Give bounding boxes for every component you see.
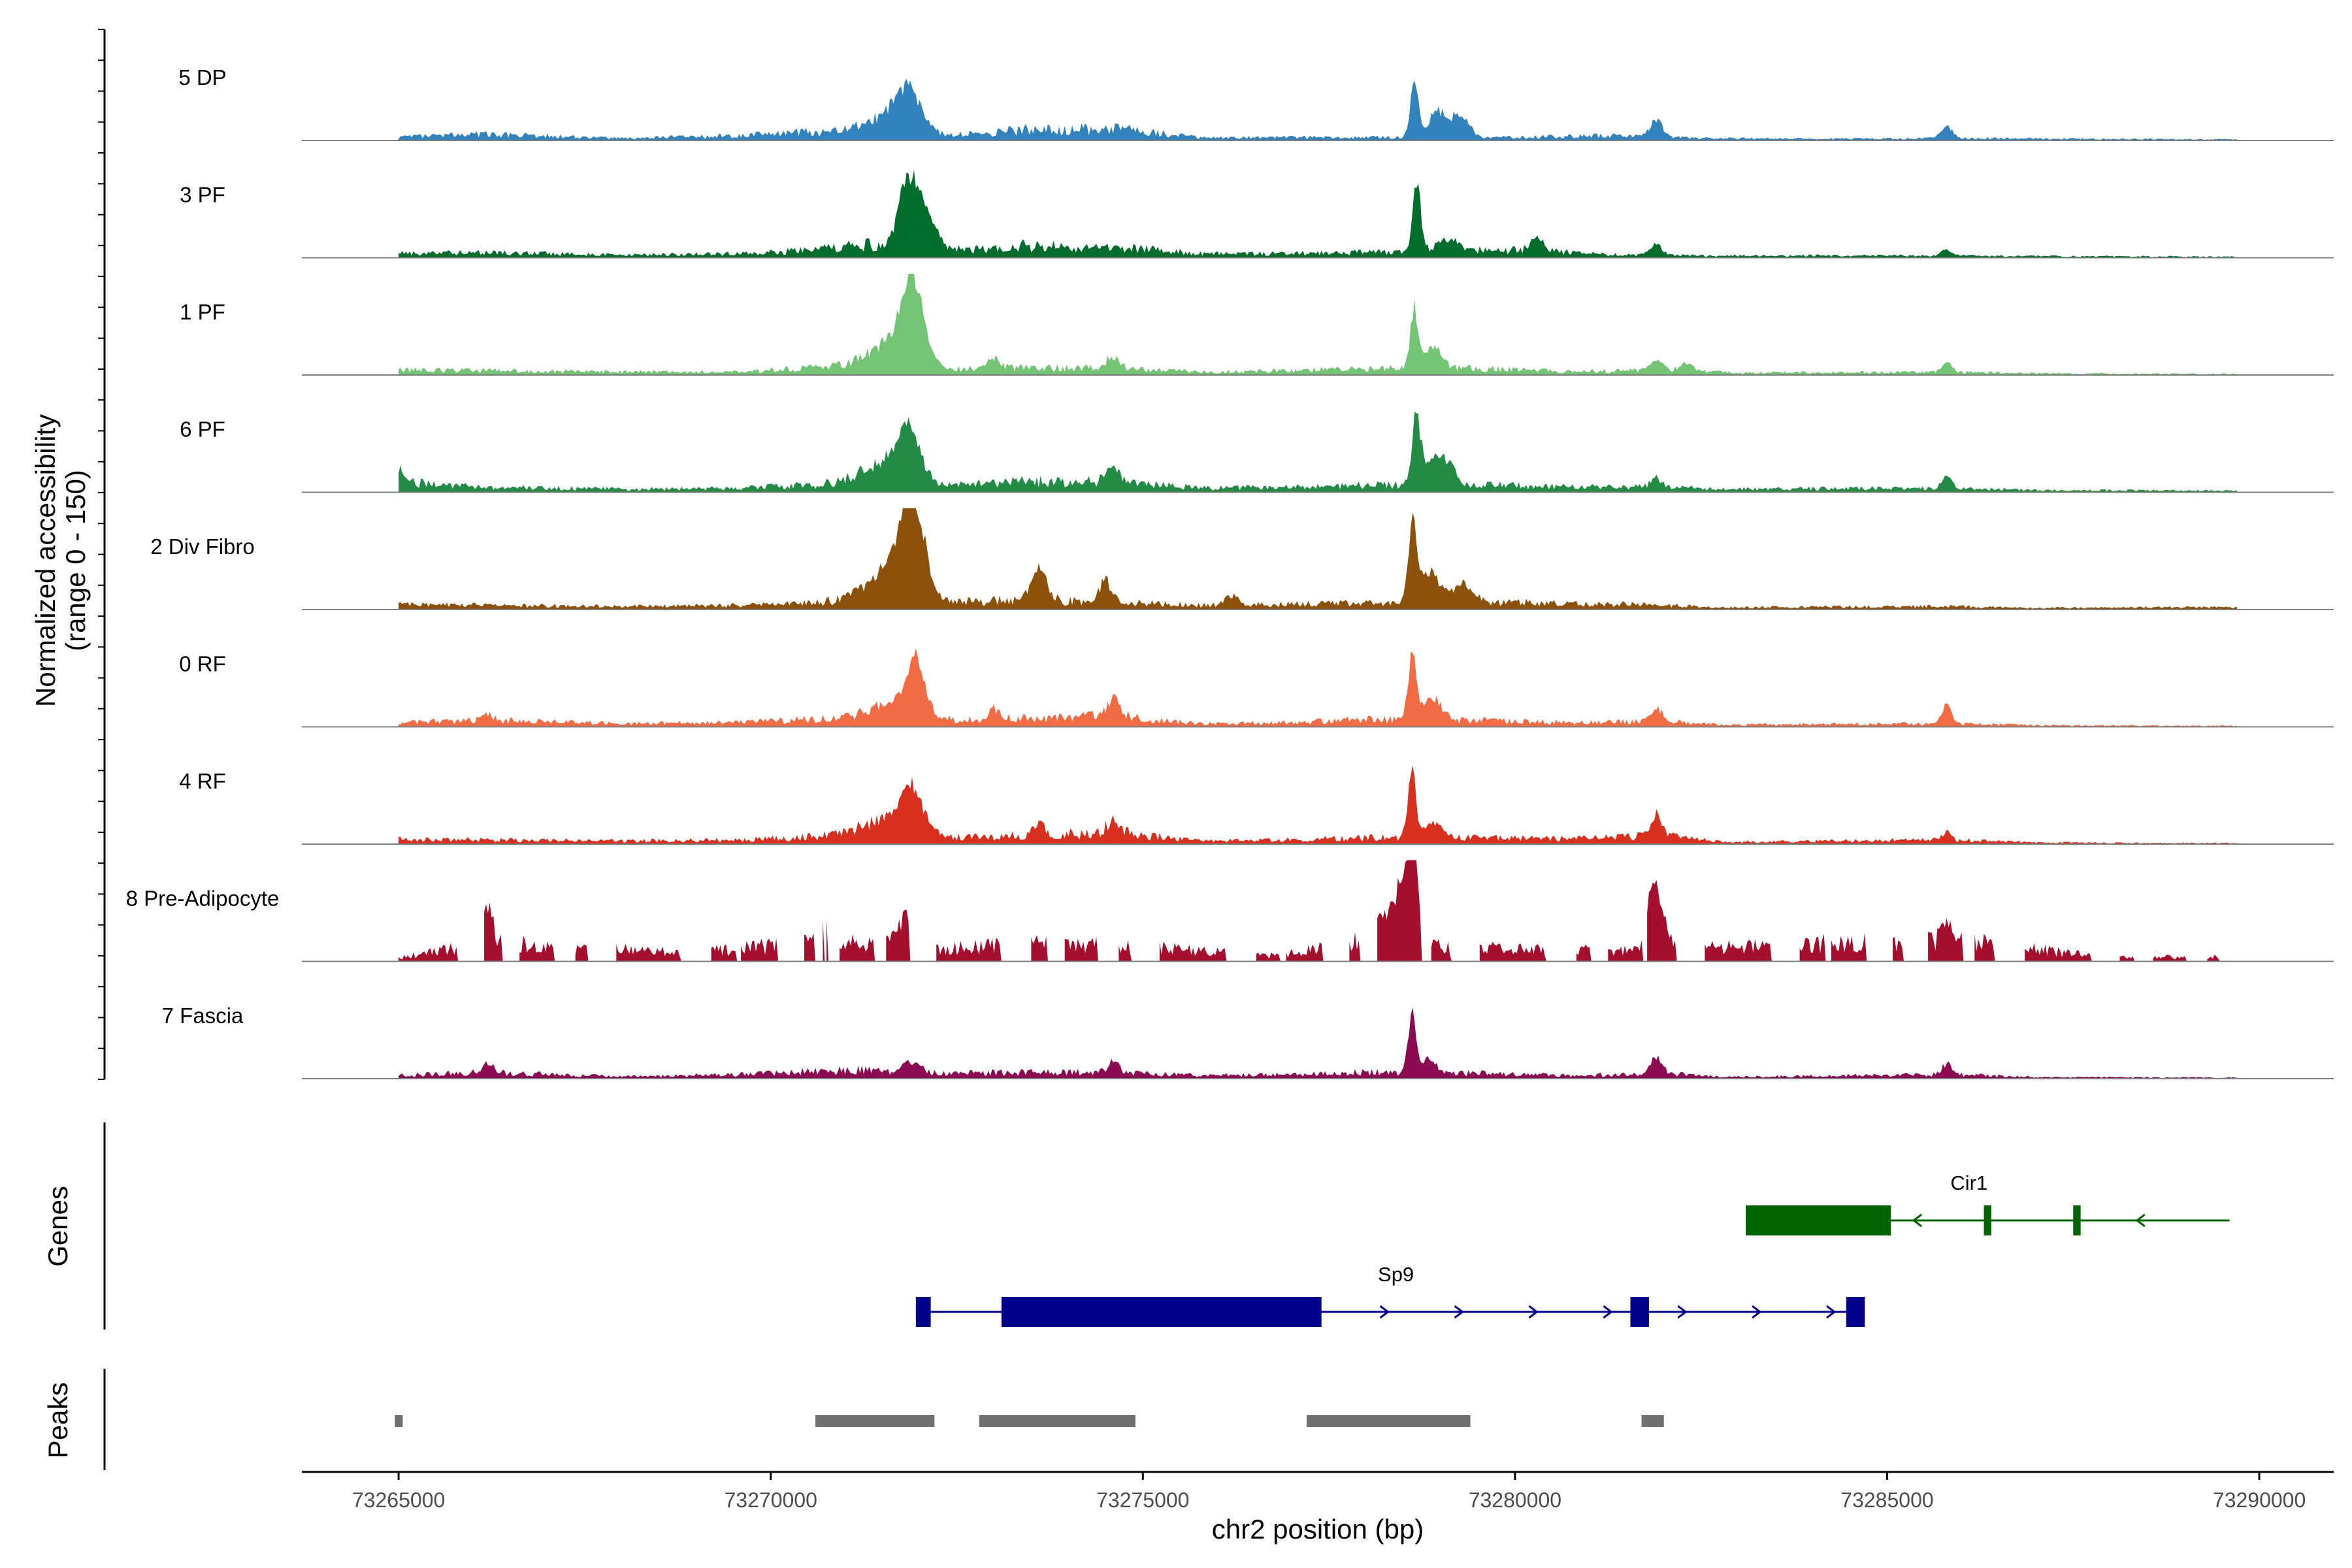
coverage-area-7-fascia: [399, 1007, 2237, 1079]
track-label-6-pf: 6 PF: [180, 417, 225, 442]
track-7-fascia: 7 Fascia: [162, 1004, 2334, 1079]
coverage-area-6-pf: [399, 412, 2237, 493]
x-tick-label: 73280000: [1469, 1488, 1561, 1512]
track-label-5-dp: 5 DP: [178, 65, 226, 90]
strand-chevron: [1603, 1305, 1613, 1319]
coverage-area-8-pre-adipocyte: [399, 860, 2221, 962]
x-axis-ticks: 73265000 73270000 73275000 73280000 73285000…: [352, 1472, 2306, 1512]
coverage-area-1-pf: [399, 274, 2237, 375]
peaks-panel-title: Peaks: [42, 1382, 73, 1459]
strand-chevron: [2135, 1213, 2146, 1228]
strand-chevron: [1454, 1305, 1464, 1319]
peaks-panel: Peaks: [42, 1369, 1664, 1470]
track-5-dp: 5 DP: [178, 65, 2334, 141]
strand-chevron: [1912, 1213, 1922, 1228]
x-tick-label: 73285000: [1840, 1488, 1933, 1512]
exon-sp9-4: [1846, 1297, 1865, 1327]
strand-chevron: [1379, 1305, 1390, 1319]
gene-label-cir1: Cir1: [1950, 1171, 1987, 1194]
coverage-area-4-rf: [399, 765, 2237, 844]
y-axis-title-line-1: Normalized accessibility: [30, 414, 61, 707]
track-label-1-pf: 1 PF: [180, 300, 225, 324]
strand-chevron: [1677, 1305, 1688, 1319]
coverage-area-3-pf: [399, 170, 2237, 258]
coverage-y-axis: [98, 29, 106, 1080]
x-tick-label: 73290000: [2213, 1488, 2306, 1512]
track-0-rf: 0 RF: [179, 648, 2334, 728]
strand-chevron: [1752, 1305, 1762, 1319]
genes-panel-title: Genes: [42, 1186, 73, 1267]
exon-cir1-2: [1984, 1205, 1991, 1235]
x-tick-label: 73265000: [352, 1488, 445, 1512]
exon-sp9-2: [1001, 1297, 1322, 1327]
exon-cir1-1: [1746, 1205, 1891, 1235]
track-3-pf: 3 PF: [180, 170, 2334, 259]
coverage-area-0-rf: [399, 648, 2237, 727]
track-4-rf: 4 RF: [179, 765, 2334, 845]
track-6-pf: 6 PF: [180, 412, 2334, 493]
coverage-area-5-dp: [399, 78, 2237, 140]
exon-sp9-3: [1630, 1297, 1649, 1327]
track-label-3-pf: 3 PF: [180, 183, 225, 207]
peak-region-2: [815, 1415, 935, 1427]
track-label-0-rf: 0 RF: [179, 652, 226, 676]
peak-regions: [395, 1415, 1664, 1427]
x-axis-title: chr2 position (bp): [1212, 1514, 1424, 1544]
x-axis: 73265000 73270000 73275000 73280000 73285000…: [302, 1471, 2334, 1544]
track-label-2-div-fibro: 2 Div Fibro: [150, 534, 255, 559]
track-label-7-fascia: 7 Fascia: [162, 1004, 244, 1028]
track-label-4-rf: 4 RF: [179, 769, 226, 793]
track-label-8-pre-adipocyte: 8 Pre-Adipocyte: [126, 887, 280, 911]
track-8-pre-adipocyte: 8 Pre-Adipocyte: [126, 860, 2334, 962]
coverage-area-2-div-fibro: [399, 508, 2237, 610]
exon-sp9-1: [915, 1297, 931, 1327]
gene-sp9: Sp9: [915, 1263, 1865, 1327]
genes-panel: Genes Cir1 Sp9: [42, 1122, 2230, 1330]
strand-chevron: [1528, 1305, 1539, 1319]
peak-region-4: [1306, 1415, 1471, 1427]
strand-chevron: [1826, 1305, 1837, 1319]
track-2-div-fibro: 2 Div Fibro: [150, 508, 2334, 610]
x-tick-label: 73275000: [1096, 1488, 1189, 1512]
gene-models: Cir1 Sp9: [915, 1171, 2230, 1327]
coverage-tracks: 5 DP 3 PF 1 PF 6 PF 2 Div Fibro 0 RF 4 RF 8 Pre…: [126, 65, 2334, 1079]
peak-region-1: [395, 1415, 403, 1427]
x-tick-label: 73270000: [725, 1488, 817, 1512]
peak-region-5: [1641, 1415, 1664, 1427]
track-1-pf: 1 PF: [180, 274, 2334, 376]
y-axis-title-line-2: (range 0 - 150): [60, 470, 91, 651]
peak-region-3: [979, 1415, 1135, 1427]
exon-cir1-3: [2073, 1205, 2081, 1235]
gene-label-sp9: Sp9: [1378, 1263, 1414, 1286]
gene-cir1: Cir1: [1746, 1171, 2230, 1235]
